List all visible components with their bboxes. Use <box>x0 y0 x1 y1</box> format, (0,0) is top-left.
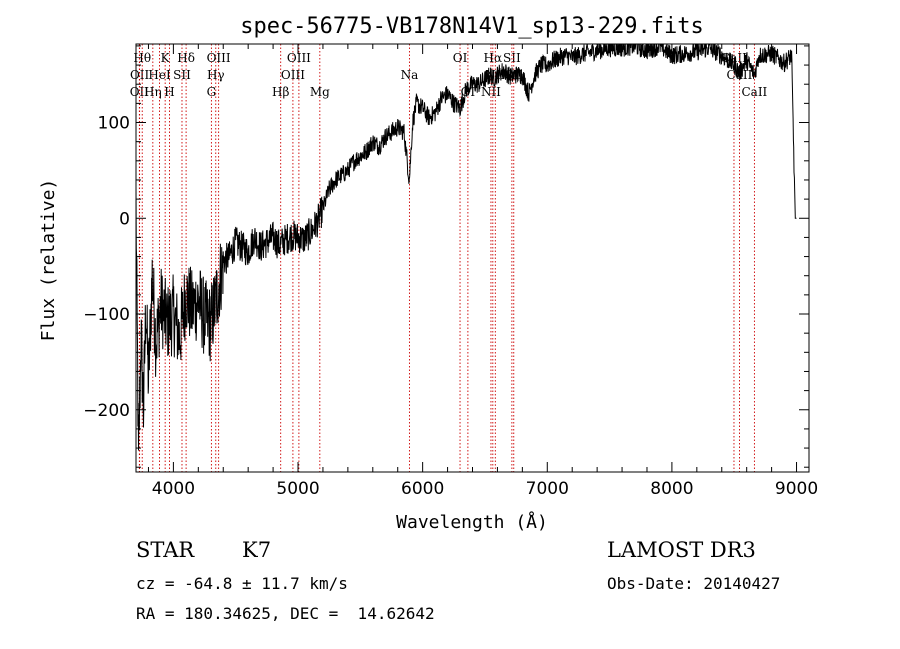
chart-title: spec-56775-VB178N14V1_sp13-229.fits <box>240 14 704 39</box>
spectral-line-label: G <box>207 85 217 99</box>
y-tick-label: −200 <box>83 401 130 421</box>
x-tick-label: 4000 <box>152 479 195 499</box>
spectrum-line <box>136 44 797 451</box>
observation-date: Obs-Date: 20140427 <box>607 574 781 593</box>
spectral-line-label: Hγ <box>207 68 225 82</box>
plot-frame <box>135 43 810 473</box>
x-tick-label: 9000 <box>775 479 818 499</box>
x-tick-label: 8000 <box>650 479 693 499</box>
spectral-line-label: Mg <box>310 85 330 99</box>
axes: 4000 5000 6000 7000 8000 9000 −200 −100 0 100 <box>83 44 818 499</box>
y-tick-label: −100 <box>83 305 130 325</box>
x-tick-label: 5000 <box>276 479 319 499</box>
spectral-line-label: Hβ <box>272 85 289 99</box>
spectral-line-label: OI <box>453 51 468 65</box>
plot-area: OII OII Hθ Hη HeI K H SII Hδ G Hγ OIII Hβ OIII OIII Mg N… <box>130 44 797 472</box>
spectral-line-label: SII <box>503 51 521 65</box>
spectral-line-label: Hθ <box>133 51 151 65</box>
spectral-line-label: SII <box>173 68 191 82</box>
object-subclass: K7 <box>242 538 272 562</box>
spectral-line-label: Hη <box>144 85 162 99</box>
y-tick-label: 0 <box>119 209 130 229</box>
spectral-line-label: Na <box>401 68 419 82</box>
spectral-line-label: H <box>164 85 174 99</box>
spectral-line-label: OII <box>130 85 150 99</box>
x-tick-label: 6000 <box>401 479 444 499</box>
y-axis-label: Flux (relative) <box>38 179 59 342</box>
spectral-line-label: HeI <box>148 68 171 82</box>
redshift-velocity: cz = -64.8 ± 11.7 km/s <box>136 574 348 593</box>
spectral-line-label: NII <box>481 85 501 99</box>
spectrum-chart: spec-56775-VB178N14V1_sp13-229.fits OIIO… <box>38 14 818 533</box>
y-tick-label: 100 <box>98 114 130 134</box>
spectral-line-label: OIII <box>207 51 231 65</box>
spectral-line-label: OIII <box>281 68 305 82</box>
spectral-line-label: K <box>161 51 171 65</box>
x-axis-label: Wavelength (Å) <box>396 511 548 533</box>
object-class: STAR <box>136 538 195 562</box>
spectral-line-label: OIII <box>287 51 311 65</box>
x-tick-label: 7000 <box>526 479 569 499</box>
survey-name: LAMOST DR3 <box>607 538 756 562</box>
ra-dec-coordinates: RA = 180.34625, DEC = 14.62642 <box>136 604 435 623</box>
spectral-line-label: CaII <box>741 85 767 99</box>
spectral-line-label: OII <box>130 68 150 82</box>
spectral-line-label: Hα <box>484 51 503 65</box>
spectral-line-label: Hδ <box>177 51 195 65</box>
